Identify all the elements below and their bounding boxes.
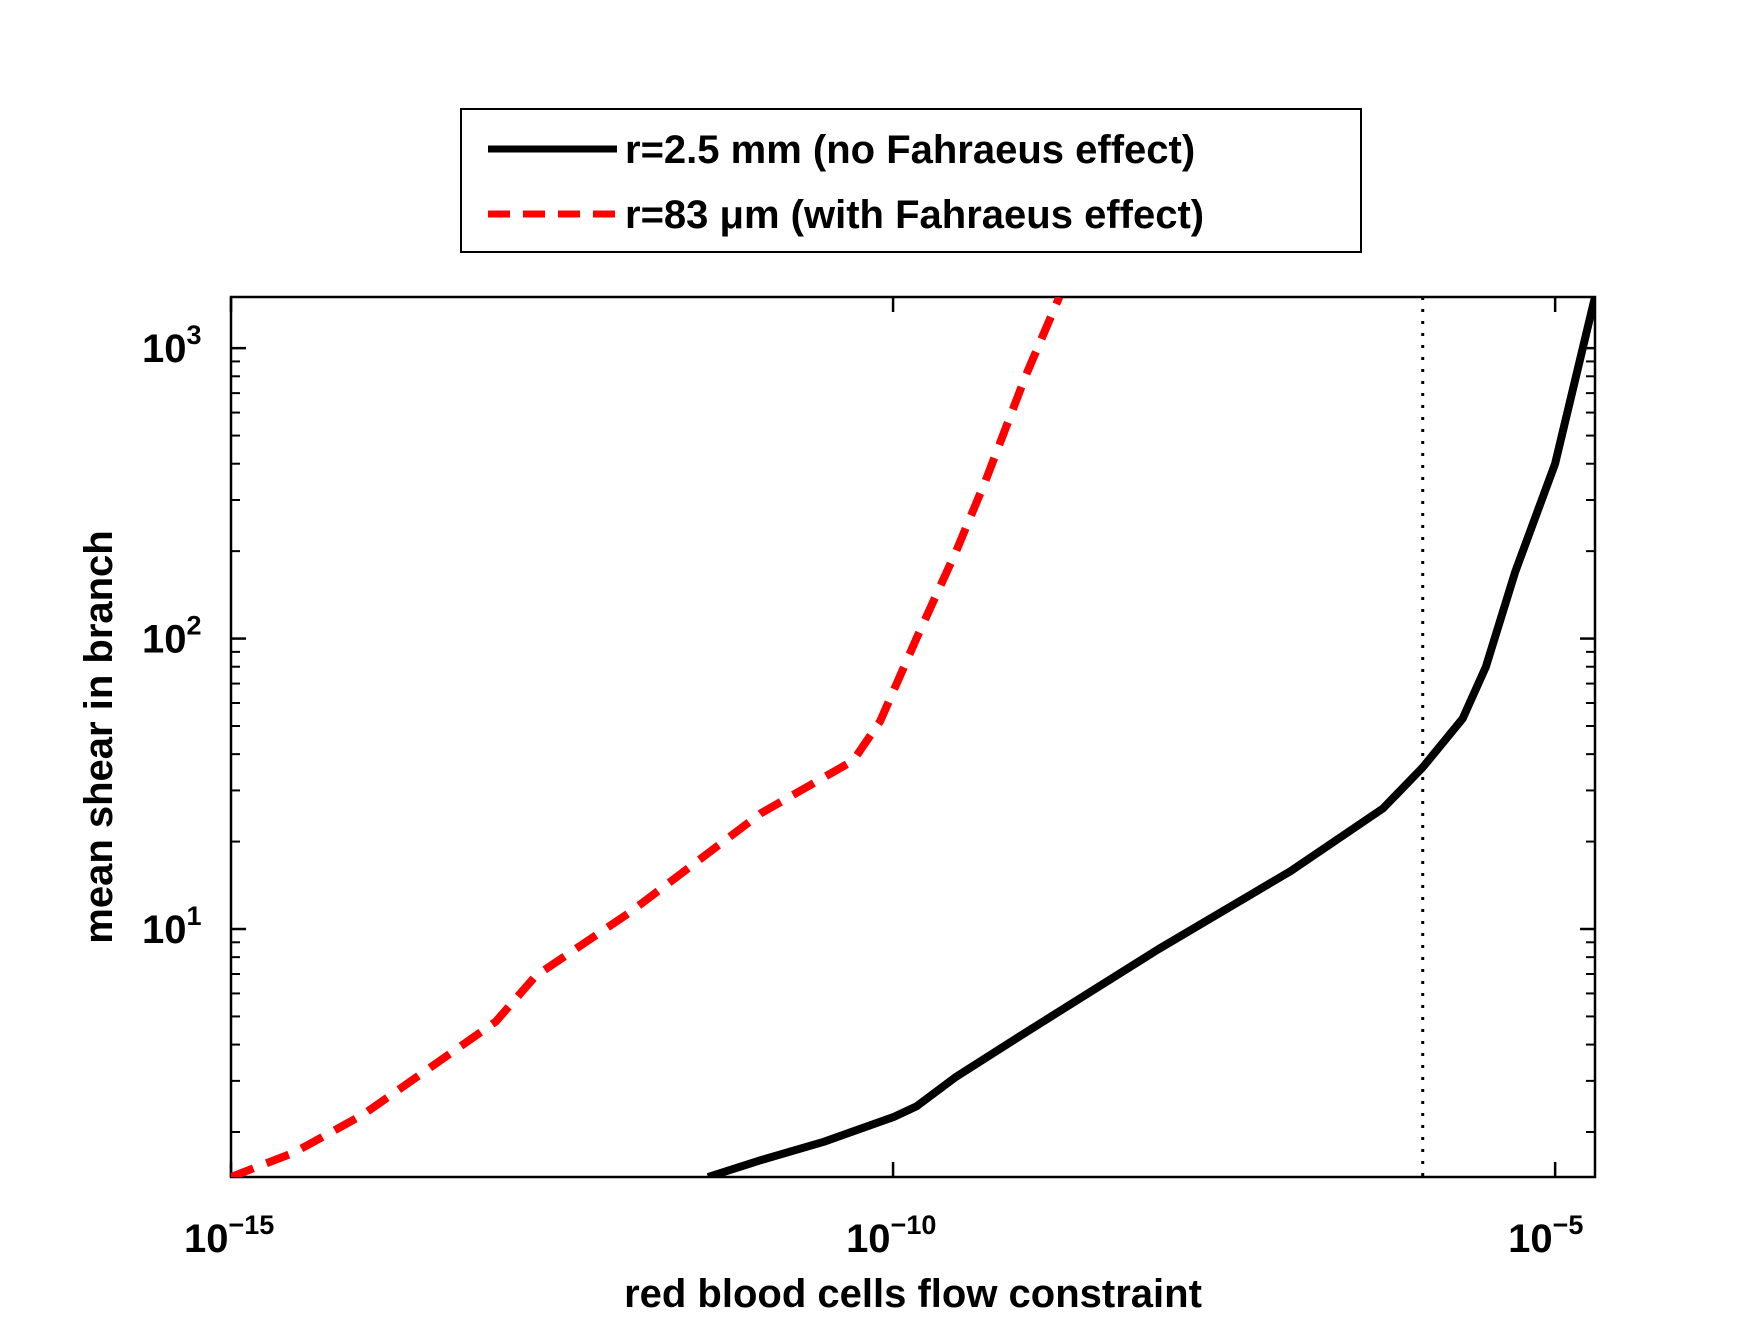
legend-label-with-fahraeus: r=83 μm (with Fahraeus effect) (625, 193, 1204, 237)
x-tick-label: 10−10 (846, 1210, 936, 1261)
y-tick-label: 101 (142, 901, 202, 952)
minor-ticks (231, 360, 1595, 1134)
series-group (231, 297, 1595, 1177)
series-line-with-fahraeus (231, 297, 1063, 1177)
x-tick-label: 10−15 (184, 1210, 274, 1261)
legend-box (460, 108, 1362, 253)
tick-labels: 10−15 10−10 10−5 101 102 103 (142, 320, 1583, 1261)
y-tick-label: 102 (142, 611, 202, 662)
x-tick-label: 10−5 (1508, 1210, 1583, 1261)
series-line-no-fahraeus (706, 297, 1595, 1177)
y-axis-label: mean shear in branch (77, 530, 121, 943)
legend-label-no-fahraeus: r=2.5 mm (no Fahraeus effect) (625, 128, 1195, 172)
x-axis-label: red blood cells flow constraint (624, 1272, 1202, 1316)
y-tick-label: 103 (142, 320, 202, 371)
legend: r=2.5 mm (no Fahraeus effect) r=83 μm (w… (460, 108, 1362, 253)
plot-area (229, 295, 1597, 1179)
